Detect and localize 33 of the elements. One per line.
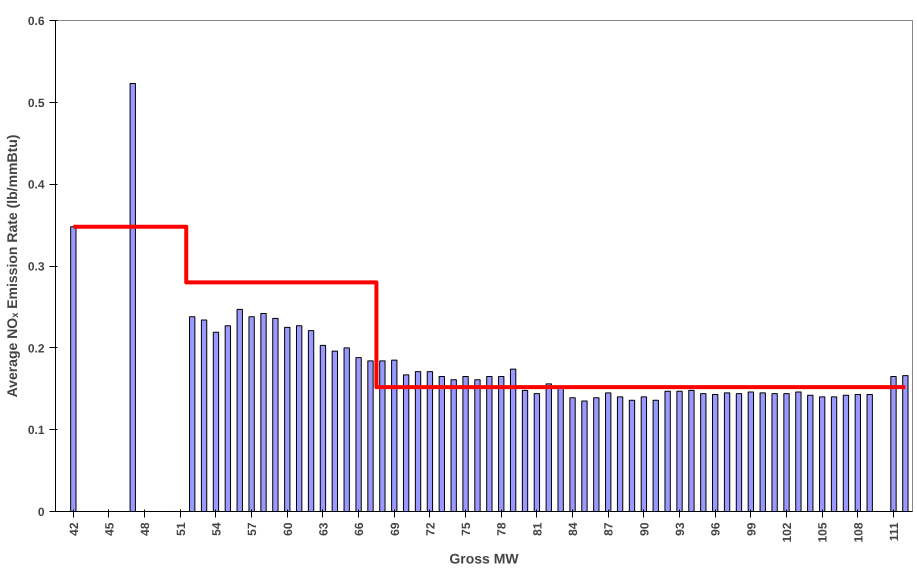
x-tick-label: 81 xyxy=(530,522,544,536)
x-tick-label: 105 xyxy=(816,522,830,543)
x-tick-label: 72 xyxy=(423,522,438,536)
x-tick-label: 93 xyxy=(673,522,688,536)
x-tick-label: 108 xyxy=(851,522,866,543)
x-tick-label: 60 xyxy=(280,522,295,536)
x-tick-label: 45 xyxy=(102,522,116,536)
x-tick-label: 69 xyxy=(388,522,402,536)
y-tick-label: 0.5 xyxy=(28,96,45,110)
x-tick-label: 87 xyxy=(602,522,616,536)
x-tick-label: 102 xyxy=(780,522,794,543)
x-tick-label: 51 xyxy=(174,522,188,536)
x-axis-title: Gross MW xyxy=(449,550,520,567)
y-tick-label: 0 xyxy=(38,505,45,519)
x-tick-label: 111 xyxy=(886,522,901,542)
x-tick-label: 99 xyxy=(744,522,758,536)
x-tick-label: 54 xyxy=(209,522,224,536)
y-tick-label: 0.3 xyxy=(28,260,45,274)
y-tick-label: 0.1 xyxy=(28,423,45,438)
x-tick-label: 90 xyxy=(637,522,652,536)
x-tick-label: 48 xyxy=(138,522,152,536)
x-tick-label: 96 xyxy=(708,522,723,536)
y-tick-label: 0.2 xyxy=(28,341,45,356)
y-tick-label: 0.4 xyxy=(28,178,45,192)
x-tick-label: 66 xyxy=(352,522,366,536)
y-axis-title: Average NOₓ Emission Rate (lb/mmBtu) xyxy=(4,134,20,398)
x-tick-label: 42 xyxy=(66,522,81,536)
y-tick-label: 0.6 xyxy=(28,14,45,28)
x-tick-label: 63 xyxy=(316,522,330,536)
x-tick-label: 84 xyxy=(566,522,580,536)
x-tick-label: 57 xyxy=(245,522,260,536)
x-tick-label: 78 xyxy=(494,522,509,536)
x-tick-label: 75 xyxy=(459,522,474,536)
